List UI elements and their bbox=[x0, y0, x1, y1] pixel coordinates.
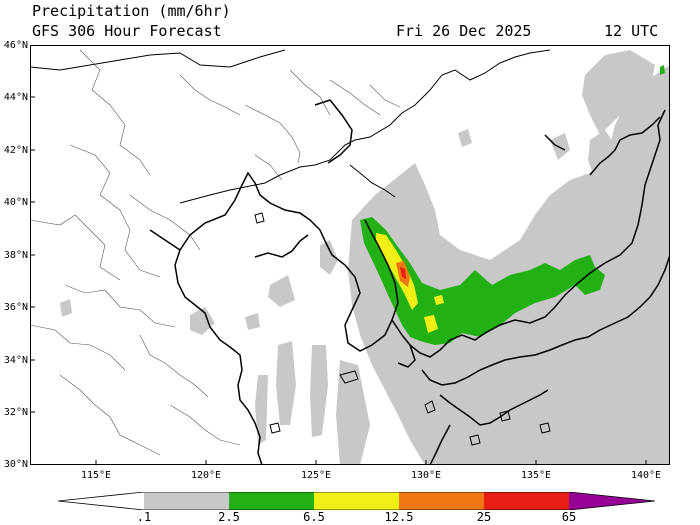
colorbar-label-0.1: .1 bbox=[136, 510, 152, 524]
colorbar-segment-6.5-12.5 bbox=[314, 492, 399, 510]
lat-label-36: 36°N bbox=[3, 302, 28, 313]
colorbar-segment-25-65 bbox=[484, 492, 569, 510]
colorbar-label-2.5: 2.5 bbox=[218, 510, 240, 524]
colorbar-segment-above-65 bbox=[569, 492, 655, 510]
coastlines bbox=[149, 99, 670, 465]
lon-label-120: 120°E bbox=[190, 470, 222, 481]
lon-label-130: 130°E bbox=[410, 470, 442, 481]
lat-label-38: 38°N bbox=[3, 250, 28, 261]
colorbar-segment-12.5-25 bbox=[399, 492, 484, 510]
colorbar-label-12.5: 12.5 bbox=[384, 510, 414, 524]
valid-date: Fri 26 Dec 2025 bbox=[396, 22, 532, 40]
lat-label-32: 32°N bbox=[3, 407, 28, 418]
colorbar-outline bbox=[58, 492, 656, 510]
valid-time: 12 UTC bbox=[604, 22, 659, 40]
lat-label-46: 46°N bbox=[3, 40, 28, 51]
lat-label-34: 34°N bbox=[3, 355, 28, 366]
islands bbox=[254, 212, 551, 446]
colorbar-segment-below-0.1 bbox=[58, 492, 144, 510]
colorbar-label-6.5: 6.5 bbox=[303, 510, 325, 524]
lon-label-125: 125°E bbox=[300, 470, 332, 481]
forecast-subtitle: GFS 306 Hour Forecast bbox=[32, 22, 222, 40]
colorbar-segment-2.5-6.5 bbox=[229, 492, 314, 510]
lat-label-30: 30°N bbox=[3, 459, 28, 470]
province-borders bbox=[30, 49, 401, 456]
lat-label-42: 42°N bbox=[3, 145, 28, 156]
colorbar-label-65: 65 bbox=[561, 510, 577, 524]
lat-label-44: 44°N bbox=[3, 92, 28, 103]
lat-label-40: 40°N bbox=[3, 197, 28, 208]
map-frame bbox=[30, 45, 670, 465]
lon-label-115: 115°E bbox=[80, 470, 112, 481]
precip-light-areas bbox=[60, 50, 670, 465]
precip-very-heavy-areas bbox=[396, 261, 410, 287]
precipitation-map bbox=[30, 45, 670, 465]
precipitation-colorbar bbox=[58, 492, 656, 510]
country-borders bbox=[30, 49, 551, 204]
precip-heavy-areas bbox=[376, 233, 444, 333]
colorbar-label-25: 25 bbox=[476, 510, 492, 524]
lon-label-140: 140°E bbox=[630, 470, 662, 481]
chart-title: Precipitation (mm/6hr) bbox=[32, 2, 231, 20]
colorbar-segment-0.1-2.5 bbox=[144, 492, 229, 510]
lon-label-135: 135°E bbox=[520, 470, 552, 481]
precip-moderate-areas bbox=[360, 65, 665, 345]
